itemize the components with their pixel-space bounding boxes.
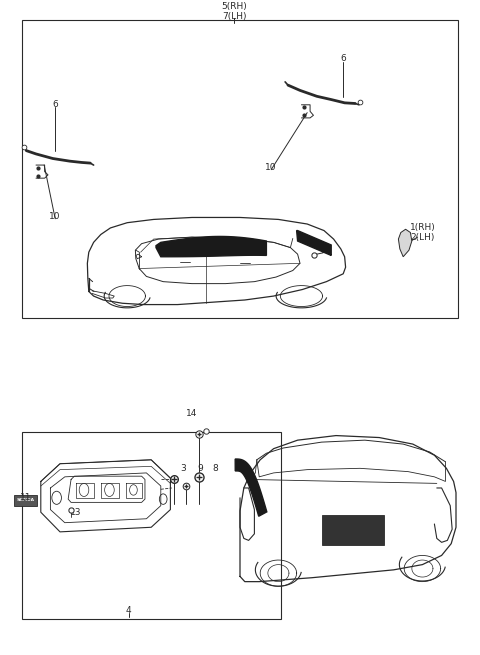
Text: 13: 13	[70, 508, 82, 517]
Text: SEPHIA: SEPHIA	[17, 498, 35, 502]
Text: 3: 3	[180, 464, 186, 473]
Text: 6: 6	[52, 100, 58, 109]
Bar	[22, 20, 458, 318]
Text: 6: 6	[340, 54, 346, 64]
Polygon shape	[398, 229, 412, 257]
Polygon shape	[235, 459, 267, 516]
Text: 9: 9	[198, 464, 204, 473]
Bar	[14, 495, 37, 506]
Text: 10: 10	[265, 162, 277, 172]
Text: 10: 10	[49, 212, 61, 221]
Bar	[22, 432, 281, 619]
Text: 11: 11	[20, 493, 31, 502]
Text: 8: 8	[212, 464, 218, 473]
Text: 4: 4	[126, 606, 132, 615]
Polygon shape	[156, 236, 266, 257]
Polygon shape	[297, 231, 331, 255]
Bar	[322, 515, 384, 545]
Text: 1(RH)
2(LH): 1(RH) 2(LH)	[409, 223, 435, 242]
Text: 5(RH)
7(LH): 5(RH) 7(LH)	[221, 2, 247, 22]
Text: 14: 14	[186, 409, 198, 419]
Text: 12: 12	[321, 246, 332, 255]
